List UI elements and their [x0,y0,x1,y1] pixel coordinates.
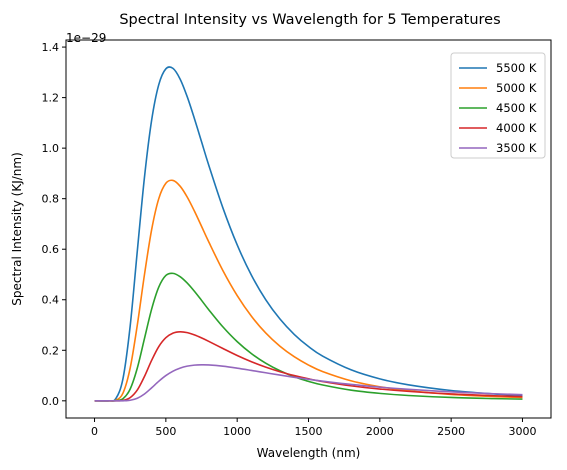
x-tick-label: 2000 [366,425,394,438]
y-tick-label: 1.2 [42,92,60,105]
x-tick-label: 1500 [295,425,323,438]
legend-entry-label: 5000 K [496,81,537,95]
y-tick-label: 0.4 [42,294,60,307]
legend-entry-label: 4000 K [496,121,537,135]
x-axis-label: Wavelength (nm) [257,446,361,460]
y-tick-label: 0.8 [42,193,60,206]
series-line-3500-k [94,363,523,402]
x-tick-label: 500 [155,425,176,438]
y-tick-label: 1.4 [42,41,60,54]
series-line-5000-k [94,179,523,402]
y-tick-label: 0.0 [42,395,60,408]
y-tick-label: 0.6 [42,243,60,256]
legend-frame [450,52,546,159]
legend-entry-label: 3500 K [496,141,537,155]
y-offset-label: 1e−29 [66,31,106,45]
series-line-5500-k [94,66,523,402]
series-line-4500-k [94,272,523,402]
y-axis-label: Spectral Intensity (KJ/nm) [10,152,24,306]
legend-entry-label: 5500 K [496,61,537,75]
x-tick-label: 2500 [437,425,465,438]
x-tick-label: 3000 [508,425,536,438]
series-line-4000-k [94,330,523,402]
legend-entry-label: 4500 K [496,101,537,115]
y-axis-ticks: 0.0 0.2 0.4 0.6 0.8 1.0 1.2 1.4 [42,41,66,408]
chart-title: Spectral Intensity vs Wavelength for 5 T… [119,12,500,28]
y-tick-label: 1.0 [42,142,60,155]
x-tick-label: 0 [91,425,98,438]
legend: 5500 K 5000 K 4500 K 4000 K 3500 K [450,52,546,159]
plot-frame [65,39,552,419]
x-axis-ticks: 0 500 1000 1500 2000 2500 3000 [91,418,536,438]
y-tick-label: 0.2 [42,344,60,357]
x-tick-label: 1000 [223,425,251,438]
plot-lines [94,66,523,402]
